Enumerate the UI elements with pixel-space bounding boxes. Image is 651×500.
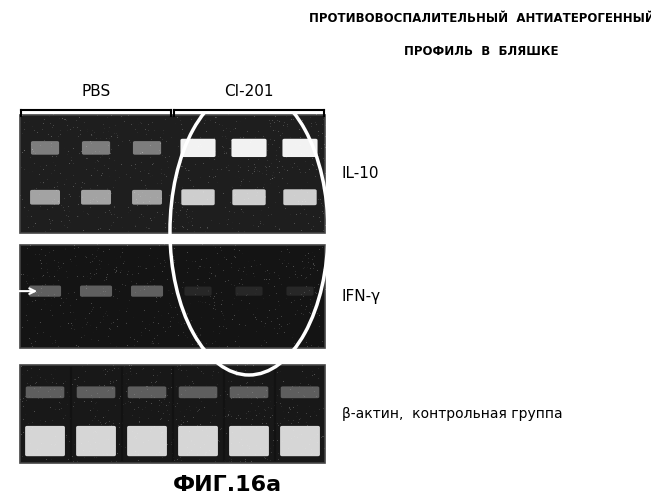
- FancyBboxPatch shape: [236, 286, 262, 296]
- FancyBboxPatch shape: [283, 190, 316, 205]
- FancyBboxPatch shape: [80, 286, 112, 296]
- FancyBboxPatch shape: [81, 190, 111, 204]
- FancyBboxPatch shape: [132, 190, 162, 204]
- FancyBboxPatch shape: [31, 141, 59, 154]
- FancyBboxPatch shape: [131, 286, 163, 296]
- Text: ПРОФИЛЬ  В  БЛЯШКЕ: ПРОФИЛЬ В БЛЯШКЕ: [404, 45, 559, 58]
- FancyBboxPatch shape: [180, 139, 215, 157]
- FancyBboxPatch shape: [30, 190, 60, 204]
- FancyBboxPatch shape: [280, 426, 320, 456]
- Text: β-актин,  контрольная группа: β-актин, контрольная группа: [342, 407, 562, 421]
- FancyBboxPatch shape: [82, 141, 110, 154]
- FancyBboxPatch shape: [232, 139, 266, 157]
- Text: ФИГ.16а: ФИГ.16а: [173, 475, 283, 495]
- FancyBboxPatch shape: [29, 286, 61, 296]
- FancyBboxPatch shape: [281, 386, 319, 398]
- FancyBboxPatch shape: [283, 139, 318, 157]
- FancyBboxPatch shape: [232, 190, 266, 205]
- FancyBboxPatch shape: [178, 426, 218, 456]
- FancyBboxPatch shape: [286, 286, 314, 296]
- FancyBboxPatch shape: [133, 141, 161, 154]
- Bar: [20, 115, 325, 232]
- FancyBboxPatch shape: [25, 426, 65, 456]
- FancyBboxPatch shape: [230, 386, 268, 398]
- Text: CI-201: CI-201: [224, 84, 274, 99]
- FancyBboxPatch shape: [184, 286, 212, 296]
- Text: PBS: PBS: [81, 84, 111, 99]
- FancyBboxPatch shape: [229, 426, 269, 456]
- FancyBboxPatch shape: [26, 386, 64, 398]
- FancyBboxPatch shape: [182, 190, 215, 205]
- FancyBboxPatch shape: [76, 426, 116, 456]
- FancyBboxPatch shape: [179, 386, 217, 398]
- FancyBboxPatch shape: [127, 426, 167, 456]
- Bar: [20, 365, 325, 462]
- Bar: [20, 245, 325, 348]
- FancyBboxPatch shape: [77, 386, 115, 398]
- Text: IL-10: IL-10: [342, 166, 380, 181]
- Text: ПРОТИВОВОСПАЛИТЕЛЬНЫЙ  АНТИАТЕРОГЕННЫЙ: ПРОТИВОВОСПАЛИТЕЛЬНЫЙ АНТИАТЕРОГЕННЫЙ: [309, 12, 651, 26]
- Text: IFN-γ: IFN-γ: [342, 289, 381, 304]
- FancyBboxPatch shape: [128, 386, 166, 398]
